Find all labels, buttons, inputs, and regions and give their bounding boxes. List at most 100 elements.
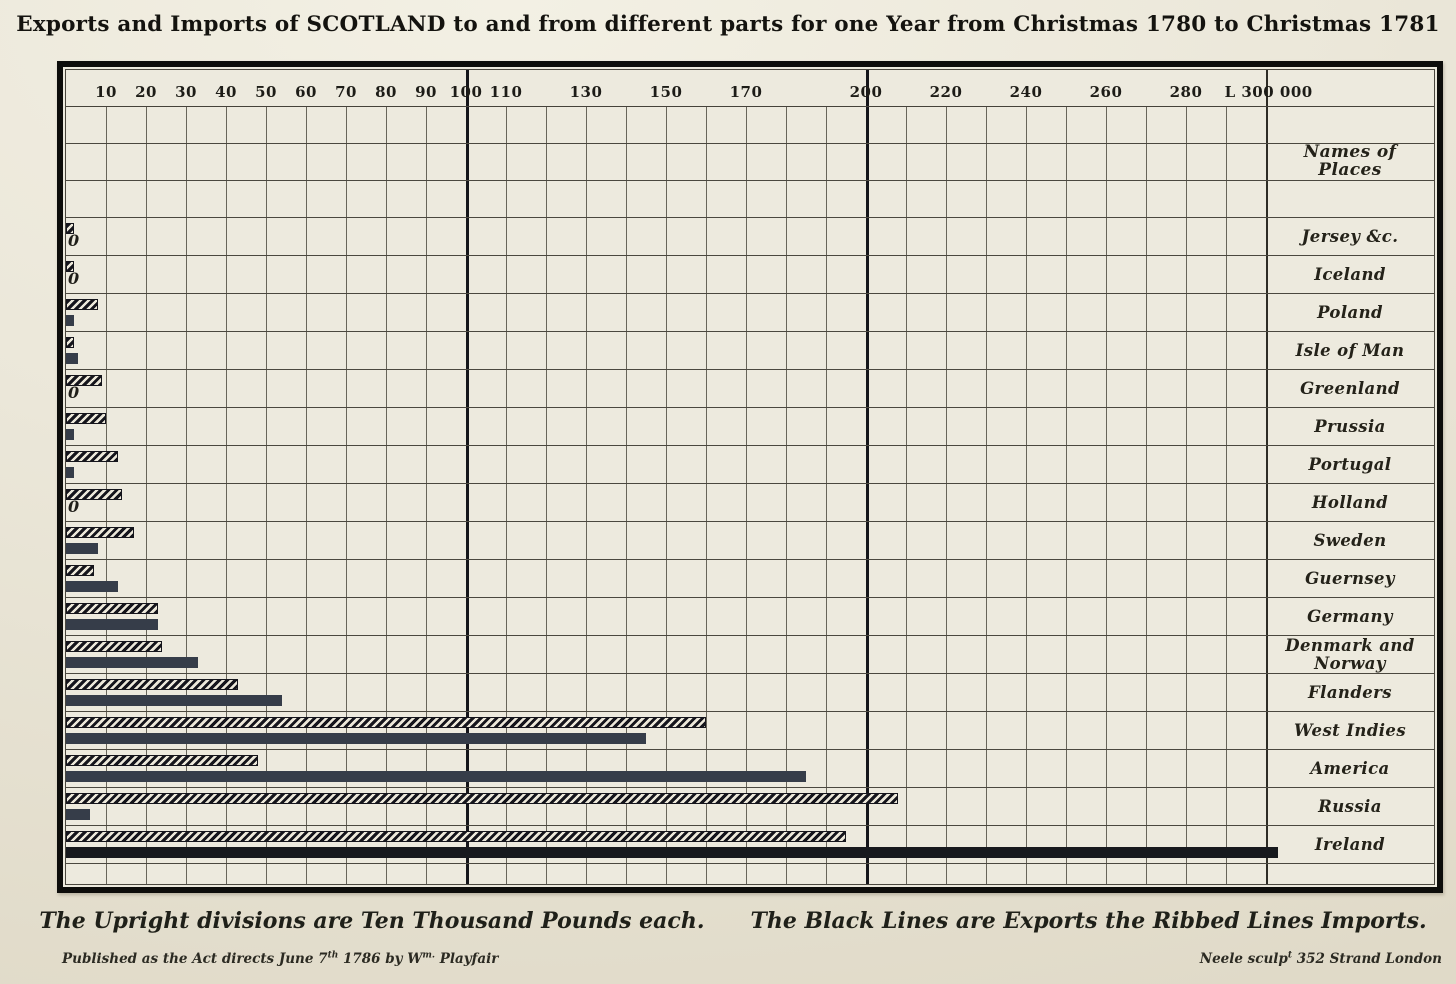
row-bars-area (66, 712, 1266, 749)
export-bar (66, 429, 74, 440)
row-denmark-and-norway: Denmark and Norway (66, 636, 1434, 674)
place-name: Denmark and Norway (1285, 636, 1415, 673)
row-poland: Poland (66, 294, 1434, 332)
minor-gridline-170 (746, 107, 747, 884)
export-bar (66, 809, 90, 820)
import-bar (66, 451, 118, 462)
page-title: Exports and Imports of SCOTLAND to and f… (16, 12, 1440, 37)
row-bars-area: 0 (66, 218, 1266, 255)
import-bar (66, 375, 102, 386)
place-name (1266, 107, 1434, 143)
import-bar (66, 489, 122, 500)
names-column-divider (1266, 70, 1268, 884)
minor-gridline-290 (1226, 107, 1227, 884)
minor-gridline-80 (386, 107, 387, 884)
minor-gridline-150 (666, 107, 667, 884)
x-axis-tick-280: 280 (1169, 83, 1203, 101)
imprint-engraver: Neele sculpt 352 Strand London (1199, 950, 1442, 967)
place-name: Poland (1317, 302, 1383, 322)
minor-gridline-40 (226, 107, 227, 884)
x-axis-tick-130: 130 (569, 83, 603, 101)
x-axis-strip: 10 20 30 40 50 60 70 80 90 100 110 130 150 170 200 220 2… (66, 70, 1434, 107)
chart-inner-area: 10 20 30 40 50 60 70 80 90 100 110 130 150 170 200 220 2… (65, 69, 1435, 885)
major-gridline-100 (466, 70, 469, 884)
x-axis-tick-300: L 300 000 (1224, 83, 1313, 101)
import-bar (66, 793, 898, 804)
row-ireland: Ireland (66, 826, 1434, 864)
import-bar (66, 527, 134, 538)
export-bar (66, 619, 158, 630)
imprint-publisher: Published as the Act directs June 7th 17… (62, 950, 499, 967)
row-bars-area (66, 181, 1266, 217)
place-name: Germany (1307, 606, 1393, 626)
row-holland: 0 Holland (66, 484, 1434, 522)
minor-gridline-160 (706, 107, 707, 884)
row-bars-area (66, 446, 1266, 483)
row-flanders: Flanders (66, 674, 1434, 712)
row-germany: Germany (66, 598, 1434, 636)
x-axis-tick-40: 40 (215, 83, 237, 101)
minor-gridline-130 (586, 107, 587, 884)
place-name: Isle of Man (1295, 340, 1405, 360)
x-axis-tick-20: 20 (135, 83, 157, 101)
zero-export-mark: 0 (68, 383, 80, 402)
row-jersey-c: 0 Jersey &c. (66, 218, 1434, 256)
row-bars-area (66, 636, 1266, 673)
export-bar (66, 543, 98, 554)
row-russia: Russia (66, 788, 1434, 826)
x-axis-tick-70: 70 (335, 83, 357, 101)
minor-gridline-90 (426, 107, 427, 884)
minor-gridline-250 (1066, 107, 1067, 884)
x-axis-tick-200: 200 (849, 83, 883, 101)
import-bar (66, 337, 74, 348)
minor-gridline-50 (266, 107, 267, 884)
row-sweden: Sweden (66, 522, 1434, 560)
minor-gridline-190 (826, 107, 827, 884)
row-bars-area (66, 598, 1266, 635)
row-bars-area (66, 826, 1278, 863)
place-name: Jersey &c. (1301, 226, 1399, 246)
minor-gridline-140 (626, 107, 627, 884)
place-name (1266, 181, 1434, 217)
export-bar (66, 847, 1278, 858)
import-bar (66, 717, 706, 728)
row-bars-area (66, 674, 1266, 711)
zero-export-mark: 0 (68, 231, 80, 250)
place-name: Sweden (1313, 530, 1387, 550)
row-bars-area (66, 332, 1266, 369)
export-bar (66, 315, 74, 326)
zero-export-mark: 0 (68, 269, 80, 288)
minor-gridline-210 (906, 107, 907, 884)
chart-frame: 10 20 30 40 50 60 70 80 90 100 110 130 150 170 200 220 2… (57, 61, 1443, 893)
x-axis-tick-60: 60 (295, 83, 317, 101)
x-axis-tick-80: 80 (375, 83, 397, 101)
row-bars-area (66, 107, 1266, 143)
export-bar (66, 581, 118, 592)
row-bars-area (66, 522, 1266, 559)
x-axis-tick-90: 90 (415, 83, 437, 101)
import-bar (66, 641, 162, 652)
minor-gridline-110 (506, 107, 507, 884)
import-bar (66, 603, 158, 614)
place-name: Greenland (1300, 378, 1400, 398)
place-name: Iceland (1314, 264, 1386, 284)
import-bar (66, 679, 238, 690)
zero-export-mark: 0 (68, 497, 80, 516)
row-guernsey: Guernsey (66, 560, 1434, 598)
row-prussia: Prussia (66, 408, 1434, 446)
major-gridline-200 (866, 70, 869, 884)
row-america: America (66, 750, 1434, 788)
minor-gridline-70 (346, 107, 347, 884)
place-name: Flanders (1308, 682, 1392, 702)
x-axis-tick-30: 30 (175, 83, 197, 101)
export-bar (66, 771, 806, 782)
row-bars-area (66, 750, 1266, 787)
row-bars-area (66, 560, 1266, 597)
place-name: West Indies (1293, 720, 1407, 740)
minor-gridline-220 (946, 107, 947, 884)
place-name: Portugal (1308, 454, 1392, 474)
import-bar (66, 223, 74, 234)
caption-legend-note: The Black Lines are Exports the Ribbed L… (750, 908, 1427, 934)
minor-gridline-180 (786, 107, 787, 884)
row-bars-area (66, 144, 1266, 180)
